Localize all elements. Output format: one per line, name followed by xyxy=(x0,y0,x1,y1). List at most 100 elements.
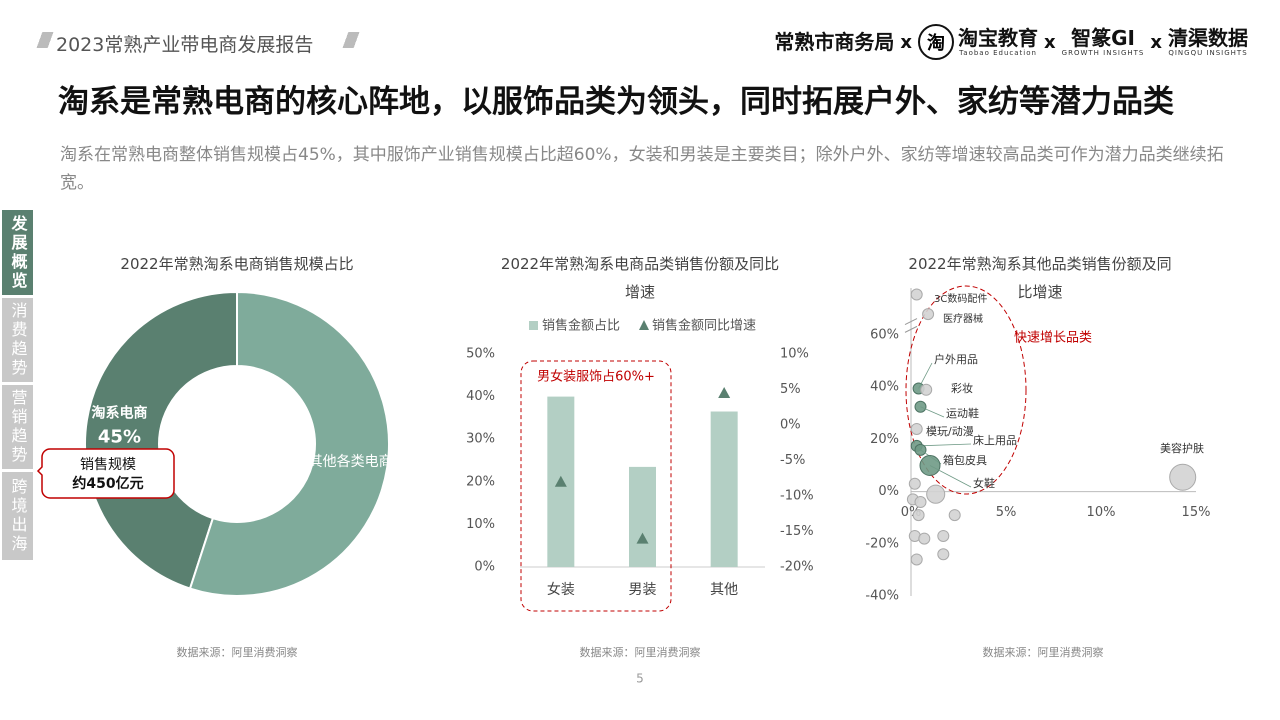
source: 数据来源：阿里消费洞察 xyxy=(983,645,1104,659)
y2-tick-label: -15% xyxy=(780,524,814,539)
y-tick-label: 50% xyxy=(466,347,495,362)
y2-tick-label: 5% xyxy=(780,382,801,397)
leader-line xyxy=(929,465,972,488)
logo: 淘 xyxy=(918,24,955,60)
partner-name: 智篆GI xyxy=(1071,25,1135,50)
x-tick-label: 5% xyxy=(996,505,1017,520)
x-tick-label: 10% xyxy=(1087,505,1116,520)
point-label: 医疗器械 xyxy=(943,312,983,325)
y-tick-label: -20% xyxy=(865,536,899,551)
nav-item[interactable]: 消费趋势 xyxy=(2,298,33,382)
slice-label: 淘系电商 xyxy=(91,404,147,421)
chart-title: 2022年常熟淘系电商销售规模占比 xyxy=(120,255,354,273)
partner: 清渠数据 QINGQU INSIGHTS xyxy=(1168,28,1248,57)
point-label: 运动鞋 xyxy=(946,406,979,420)
annotation: 男女装服饰占60%+ xyxy=(537,369,655,385)
bubble xyxy=(918,532,931,545)
y-tick-label: 20% xyxy=(466,474,495,489)
source: 数据来源：阿里消费洞察 xyxy=(580,645,701,659)
y-tick-label: 0% xyxy=(474,560,495,575)
callout-text: 销售规模 xyxy=(80,457,136,473)
point-label: 3C数码配件 xyxy=(934,292,987,305)
leader-line xyxy=(918,362,933,389)
y2-tick-label: -20% xyxy=(780,560,814,575)
triangle-marker xyxy=(718,387,731,399)
callout xyxy=(36,448,175,499)
title: 淘系是常熟电商的核心阵地，以服饰品类为领头，同时拓展户外、家纺等潜力品类 xyxy=(58,84,1174,120)
source: 数据来源：阿里消费洞察 xyxy=(177,645,298,659)
report-title: 2023常熟产业带电商发展报告 xyxy=(56,34,314,56)
chart-title: 2022年常熟淘系电商品类销售份额及同比增速 xyxy=(500,255,780,301)
partners: 常熟市商务局 x 淘 淘宝教育 Taobao Education x 智篆GI GR… xyxy=(774,24,1248,60)
x-tick-label: 其他 xyxy=(710,582,738,598)
bubble xyxy=(920,383,933,396)
bar xyxy=(710,411,738,567)
bubble xyxy=(914,496,927,509)
separator: x xyxy=(900,31,913,53)
partner: 智篆GI GROWTH INSIGHTS xyxy=(1062,28,1145,57)
point-label: 美容护肤 xyxy=(1160,441,1204,455)
nav-item[interactable]: 发展概览 xyxy=(2,210,33,295)
partner-sub: Taobao Education xyxy=(959,48,1037,57)
bubble xyxy=(1169,463,1197,491)
partner-name: 淘宝教育 xyxy=(958,25,1039,50)
slice-label: 其他各类电商 xyxy=(309,454,393,470)
y2-tick-label: -5% xyxy=(780,453,805,468)
y-tick-label: 40% xyxy=(870,380,899,395)
y-tick-label: 60% xyxy=(870,327,899,342)
callout-text: 约450亿元 xyxy=(72,475,143,492)
partner-name: 清渠数据 xyxy=(1168,25,1248,50)
y-tick-label: 30% xyxy=(466,432,495,447)
point-label: 户外用品 xyxy=(934,352,978,366)
legend-label: 销售金额同比增速 xyxy=(652,318,756,334)
legend-label: 销售金额占比 xyxy=(542,318,620,334)
subtitle: 淘系在常熟电商整体销售规模占45%，其中服饰产业销售规模占比超60%，女装和男装… xyxy=(60,145,1224,193)
annotation: 快速增长品类 xyxy=(1014,331,1092,346)
bubble xyxy=(910,422,923,435)
leader-line xyxy=(916,443,972,447)
axis-break xyxy=(904,318,918,333)
point-label: 模玩/动漫 xyxy=(926,424,974,438)
annotation-ellipse xyxy=(905,285,1027,495)
y-tick-label: 40% xyxy=(466,389,495,404)
y-tick-label: 20% xyxy=(870,432,899,447)
bubble xyxy=(937,529,950,542)
bubble xyxy=(908,477,921,490)
y2-tick-label: 10% xyxy=(780,347,809,362)
point-label: 彩妆 xyxy=(951,382,973,395)
separator: x xyxy=(1044,31,1056,53)
bubble xyxy=(926,484,946,504)
partner: 淘宝教育 Taobao Education xyxy=(958,28,1038,57)
y-tick-label: 0% xyxy=(878,484,899,499)
separator: x xyxy=(1150,31,1162,53)
bubble xyxy=(910,288,923,301)
pie-slice xyxy=(188,290,390,597)
triangle-marker xyxy=(636,532,649,544)
partner-sub: QINGQU INSIGHTS xyxy=(1168,48,1248,57)
nav-item[interactable]: 营销趋势 xyxy=(2,385,33,469)
nav-item[interactable]: 跨境出海 xyxy=(2,472,33,560)
leader-line xyxy=(920,406,945,418)
bubble xyxy=(912,509,925,522)
bubble xyxy=(910,553,923,566)
point-label: 床上用品 xyxy=(973,433,1017,447)
chart-title: 2022年常熟淘系其他品类销售份额及同比增速 xyxy=(908,255,1172,301)
annotation-box xyxy=(520,360,672,612)
y-tick-label: -40% xyxy=(865,589,899,604)
y2-tick-label: 0% xyxy=(780,418,801,433)
legend-marker xyxy=(639,320,649,330)
deco xyxy=(340,32,362,48)
legend-marker xyxy=(529,321,538,330)
bubble xyxy=(922,308,935,321)
partner: 常熟市商务局 xyxy=(774,32,894,52)
y2-tick-label: -10% xyxy=(780,489,814,504)
x-tick-label: 15% xyxy=(1182,505,1211,520)
point-label: 箱包皮具 xyxy=(943,453,987,467)
partner-name: 常熟市商务局 xyxy=(774,30,895,54)
bubble xyxy=(948,509,961,522)
page-number: 5 xyxy=(636,672,644,686)
x-tick-label: 女装 xyxy=(547,581,575,598)
bubble xyxy=(937,548,950,561)
